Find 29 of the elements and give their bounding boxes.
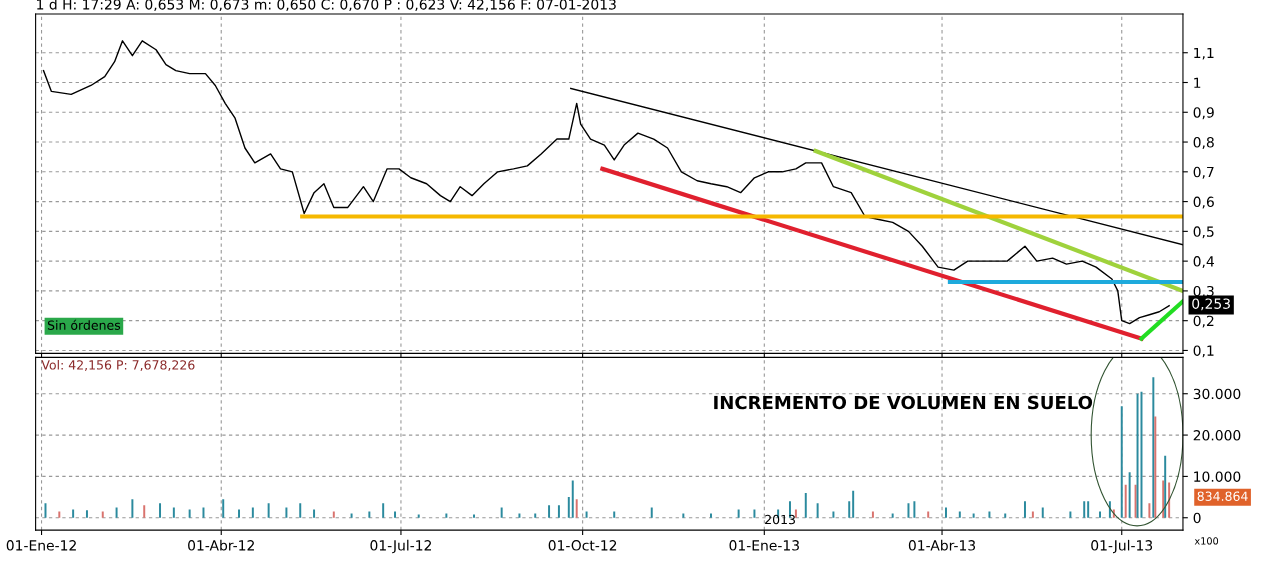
y-tick-label: 0,4 bbox=[1193, 256, 1214, 269]
text: x100 bbox=[1194, 537, 1219, 545]
y-tick-label: 10.000 bbox=[1194, 471, 1241, 482]
annotation: 2013 bbox=[765, 514, 795, 525]
x-tick-label: 01-Oct-12 bbox=[548, 540, 617, 551]
y-tick-label: 0,2 bbox=[1193, 315, 1214, 328]
annotation: INCREMENTO DE VOLUMEN EN SUELO bbox=[714, 395, 1093, 410]
y-tick-label: 0 bbox=[1193, 512, 1201, 524]
x-tick-label: 01-Abr-12 bbox=[188, 539, 254, 551]
x-tick-label: 01-Ene-12 bbox=[6, 540, 76, 551]
y-tick-label: 0,5 bbox=[1193, 226, 1214, 239]
y-tick-label: 0,7 bbox=[1193, 166, 1214, 179]
y-tick-label: 30.000 bbox=[1193, 388, 1241, 400]
y-tick-label: 1,1 bbox=[1194, 47, 1214, 60]
y-tick-label: 0,6 bbox=[1193, 196, 1214, 209]
y-tick-label: 0,8 bbox=[1193, 137, 1214, 149]
y-tick-label: 1 bbox=[1194, 77, 1201, 88]
x-tick-label: 01-Abr-13 bbox=[908, 539, 976, 551]
y-tick-label: 0,1 bbox=[1193, 345, 1214, 358]
x-tick-label: 01-Ene-13 bbox=[729, 540, 799, 551]
x-tick-label: 01-Jul-12 bbox=[370, 539, 432, 554]
annotation: 0,253 bbox=[1192, 298, 1230, 311]
x-tick-label: 01-Jul-13 bbox=[1091, 539, 1153, 554]
annotation: Sin órdenes bbox=[47, 319, 121, 330]
y-tick-label: 20.000 bbox=[1193, 430, 1241, 441]
y-tick-label: 0,9 bbox=[1193, 107, 1214, 120]
text: 834.864 bbox=[1197, 491, 1248, 501]
y-tick-label: 0,3 bbox=[1193, 285, 1214, 298]
annotation: Vol: 42,156 P: 7,678,226 bbox=[41, 359, 195, 371]
